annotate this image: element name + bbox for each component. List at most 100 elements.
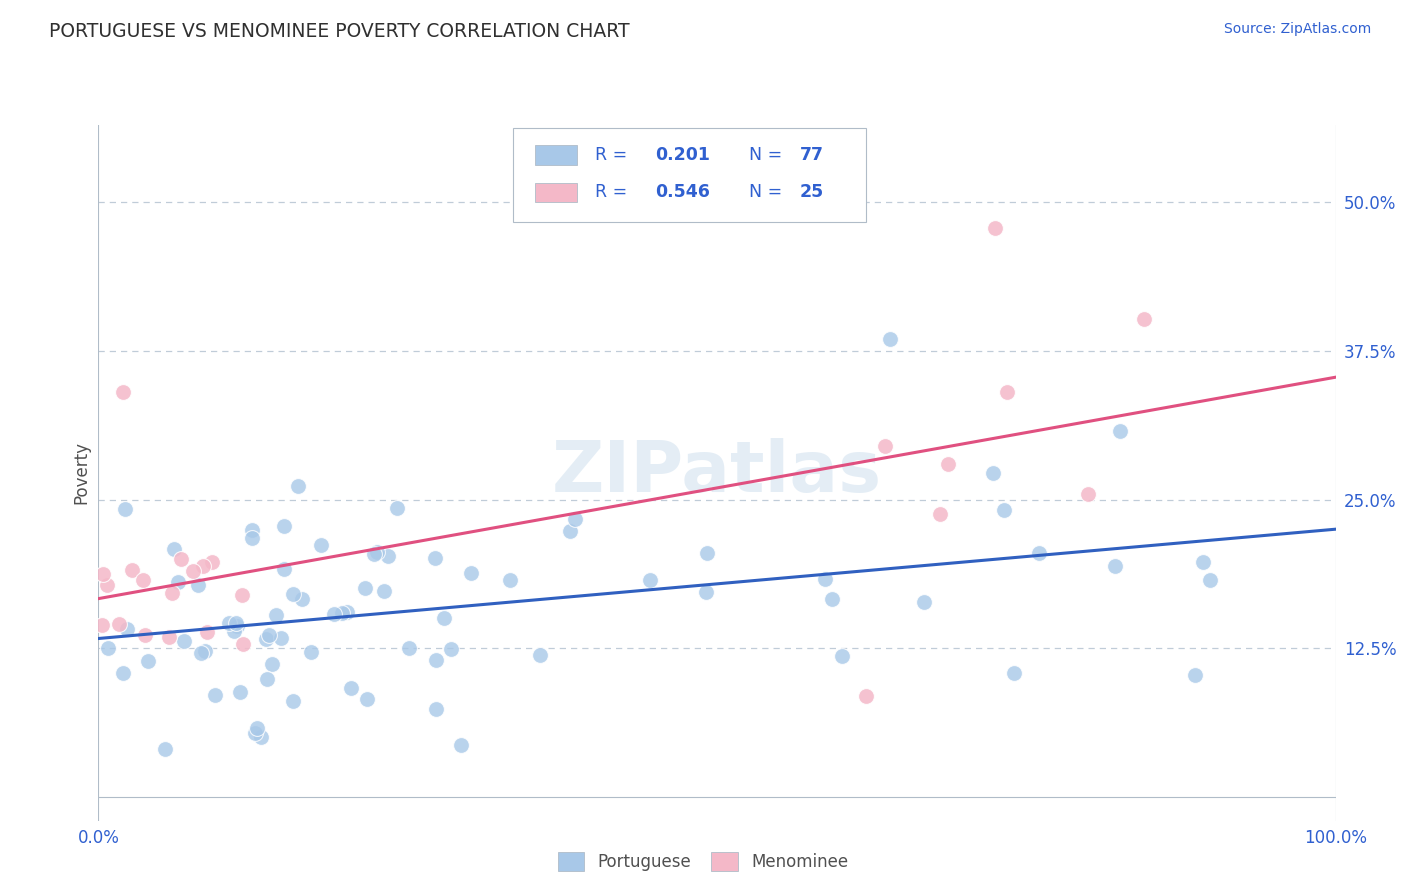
Point <box>299 645 322 659</box>
Point <box>499 573 522 587</box>
Point <box>425 702 447 716</box>
Point <box>398 640 420 655</box>
Point <box>1184 668 1206 682</box>
Point <box>114 501 136 516</box>
Point <box>995 385 1018 400</box>
Point <box>136 654 159 668</box>
Point <box>1028 546 1050 560</box>
Point <box>821 591 844 606</box>
Point <box>564 512 586 526</box>
Point <box>873 439 896 453</box>
Point <box>260 657 283 671</box>
Point <box>912 595 935 609</box>
Point <box>245 726 267 740</box>
Point <box>938 457 960 471</box>
Point <box>224 624 246 639</box>
FancyBboxPatch shape <box>536 183 576 202</box>
Point <box>423 550 446 565</box>
Point <box>831 648 853 663</box>
Point <box>91 567 114 582</box>
Y-axis label: Poverty: Poverty <box>72 442 90 504</box>
Point <box>366 545 388 559</box>
Point <box>332 606 354 620</box>
Point <box>1077 486 1099 500</box>
Point <box>377 549 399 563</box>
Point <box>560 524 582 538</box>
Point <box>169 551 191 566</box>
Point <box>433 611 456 625</box>
Text: PORTUGUESE VS MENOMINEE POVERTY CORRELATION CHART: PORTUGUESE VS MENOMINEE POVERTY CORRELAT… <box>49 22 630 41</box>
Point <box>373 584 395 599</box>
Point <box>225 619 247 633</box>
Point <box>194 644 217 658</box>
Point <box>229 684 252 698</box>
Point <box>1191 555 1213 569</box>
Point <box>354 581 377 595</box>
Point <box>287 479 309 493</box>
Point <box>246 721 269 735</box>
Point <box>270 631 292 645</box>
Point <box>281 586 304 600</box>
Point <box>356 691 378 706</box>
Point <box>1133 311 1156 326</box>
Point <box>385 501 408 516</box>
Point <box>232 637 254 651</box>
Point <box>242 531 264 545</box>
Point <box>134 627 156 641</box>
Text: ZIPatlas: ZIPatlas <box>553 438 882 508</box>
Point <box>201 555 224 569</box>
Text: N =: N = <box>738 184 787 202</box>
Point <box>1104 559 1126 574</box>
Point <box>993 503 1015 517</box>
Point <box>273 519 295 533</box>
Point <box>132 573 155 587</box>
Point <box>257 627 280 641</box>
Point <box>450 738 472 752</box>
Point <box>191 559 214 574</box>
Point <box>173 633 195 648</box>
Point <box>855 689 877 703</box>
Point <box>928 507 950 521</box>
Point <box>339 681 361 695</box>
Point <box>240 523 263 537</box>
Point <box>336 605 359 619</box>
FancyBboxPatch shape <box>513 128 866 222</box>
Legend: Portuguese, Menominee: Portuguese, Menominee <box>550 843 856 880</box>
Point <box>695 585 717 599</box>
Text: Source: ZipAtlas.com: Source: ZipAtlas.com <box>1223 22 1371 37</box>
Point <box>115 623 138 637</box>
Point <box>460 566 482 581</box>
Point <box>218 616 240 631</box>
Point <box>190 646 212 660</box>
Point <box>264 607 287 622</box>
Point <box>97 640 120 655</box>
Point <box>281 694 304 708</box>
Text: R =: R = <box>595 145 633 164</box>
Point <box>983 467 1005 481</box>
Point <box>529 648 551 662</box>
Point <box>814 572 837 586</box>
Text: 0.201: 0.201 <box>655 145 710 164</box>
FancyBboxPatch shape <box>536 145 576 164</box>
Point <box>1002 665 1025 680</box>
Point <box>163 542 186 557</box>
Point <box>879 332 901 346</box>
Point <box>183 564 205 578</box>
Point <box>166 575 188 590</box>
Point <box>256 672 278 686</box>
Point <box>984 221 1007 235</box>
Point <box>311 539 333 553</box>
Point <box>1198 573 1220 587</box>
Text: R =: R = <box>595 184 633 202</box>
Text: 25: 25 <box>800 184 824 202</box>
Point <box>91 618 114 632</box>
Point <box>160 585 183 599</box>
Point <box>425 653 447 667</box>
Point <box>195 624 218 639</box>
Text: 0.546: 0.546 <box>655 184 710 202</box>
Point <box>155 742 177 756</box>
Point <box>440 641 463 656</box>
Point <box>250 731 273 745</box>
Point <box>638 574 661 588</box>
Point <box>291 592 314 607</box>
